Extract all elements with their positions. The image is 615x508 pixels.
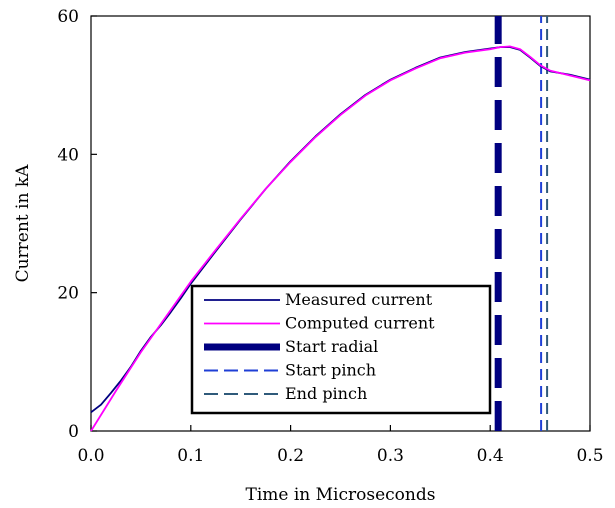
legend-label-end-pinch: End pinch [285, 384, 367, 403]
legend-label-measured-current: Measured current [285, 290, 433, 309]
y-tick-label-40: 40 [57, 145, 79, 165]
x-tick-label-0-4: 0.4 [477, 446, 504, 466]
x-tick-label-0-1: 0.1 [177, 446, 204, 466]
x-tick-label-0-3: 0.3 [377, 446, 404, 466]
y-tick-label-20: 20 [57, 284, 79, 304]
x-tick-label-0-5: 0.5 [576, 446, 603, 466]
legend: Measured current Computed current Start … [190, 284, 492, 415]
series-layer [90, 16, 591, 432]
legend-label-start-pinch: Start pinch [285, 361, 376, 380]
y-axis-label: Current in kA [13, 164, 33, 283]
series-line-computed-current [90, 45, 591, 432]
y-axis-ticks: 0 20 40 60 [57, 7, 97, 442]
x-tick-label-0-0: 0.0 [77, 446, 104, 466]
plot-frame [90, 15, 591, 432]
x-tick-label-0-2: 0.2 [277, 446, 304, 466]
y-tick-label-0: 0 [68, 422, 79, 442]
y-tick-label-60: 60 [57, 7, 79, 27]
legend-label-start-radial: Start radial [285, 337, 378, 356]
legend-label-computed-current: Computed current [285, 314, 435, 333]
x-axis-label: Time in Microseconds [246, 485, 436, 505]
x-axis-ticks: 0.0 0.1 0.2 0.3 0.4 0.5 [77, 425, 604, 466]
